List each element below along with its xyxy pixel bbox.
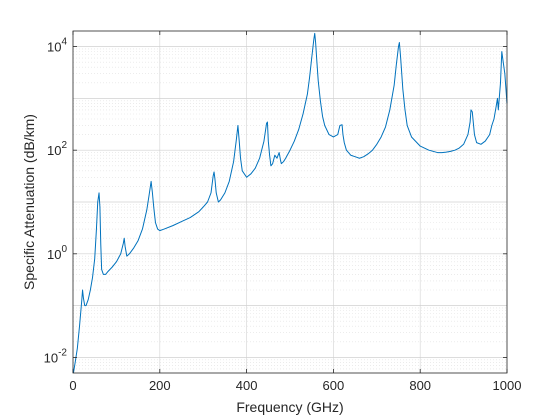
x-tick-label: 1000 [493, 378, 522, 393]
y-tick-label: 10-2 [44, 347, 68, 365]
y-tick-label: 102 [47, 140, 67, 158]
x-tick-label: 600 [323, 378, 345, 393]
plot-frame [72, 30, 508, 374]
y-tick-label: 100 [47, 244, 67, 262]
attenuation-series-line [72, 32, 508, 374]
tick-marks [72, 31, 508, 373]
x-tick-label: 200 [149, 378, 171, 393]
x-tick-label: 800 [409, 378, 431, 393]
y-tick-label: 104 [47, 37, 67, 55]
y-tick-labels: 10-2 100 102 104 [44, 37, 68, 366]
x-tick-labels: 0 200 400 600 800 1000 [69, 378, 521, 393]
y-axis-label: Specific Attenuation (dB/km) [21, 114, 37, 290]
x-tick-label: 400 [236, 378, 258, 393]
plot-line-group [72, 32, 508, 374]
x-tick-label: 0 [69, 378, 76, 393]
x-axis-label: Frequency (GHz) [236, 399, 343, 415]
